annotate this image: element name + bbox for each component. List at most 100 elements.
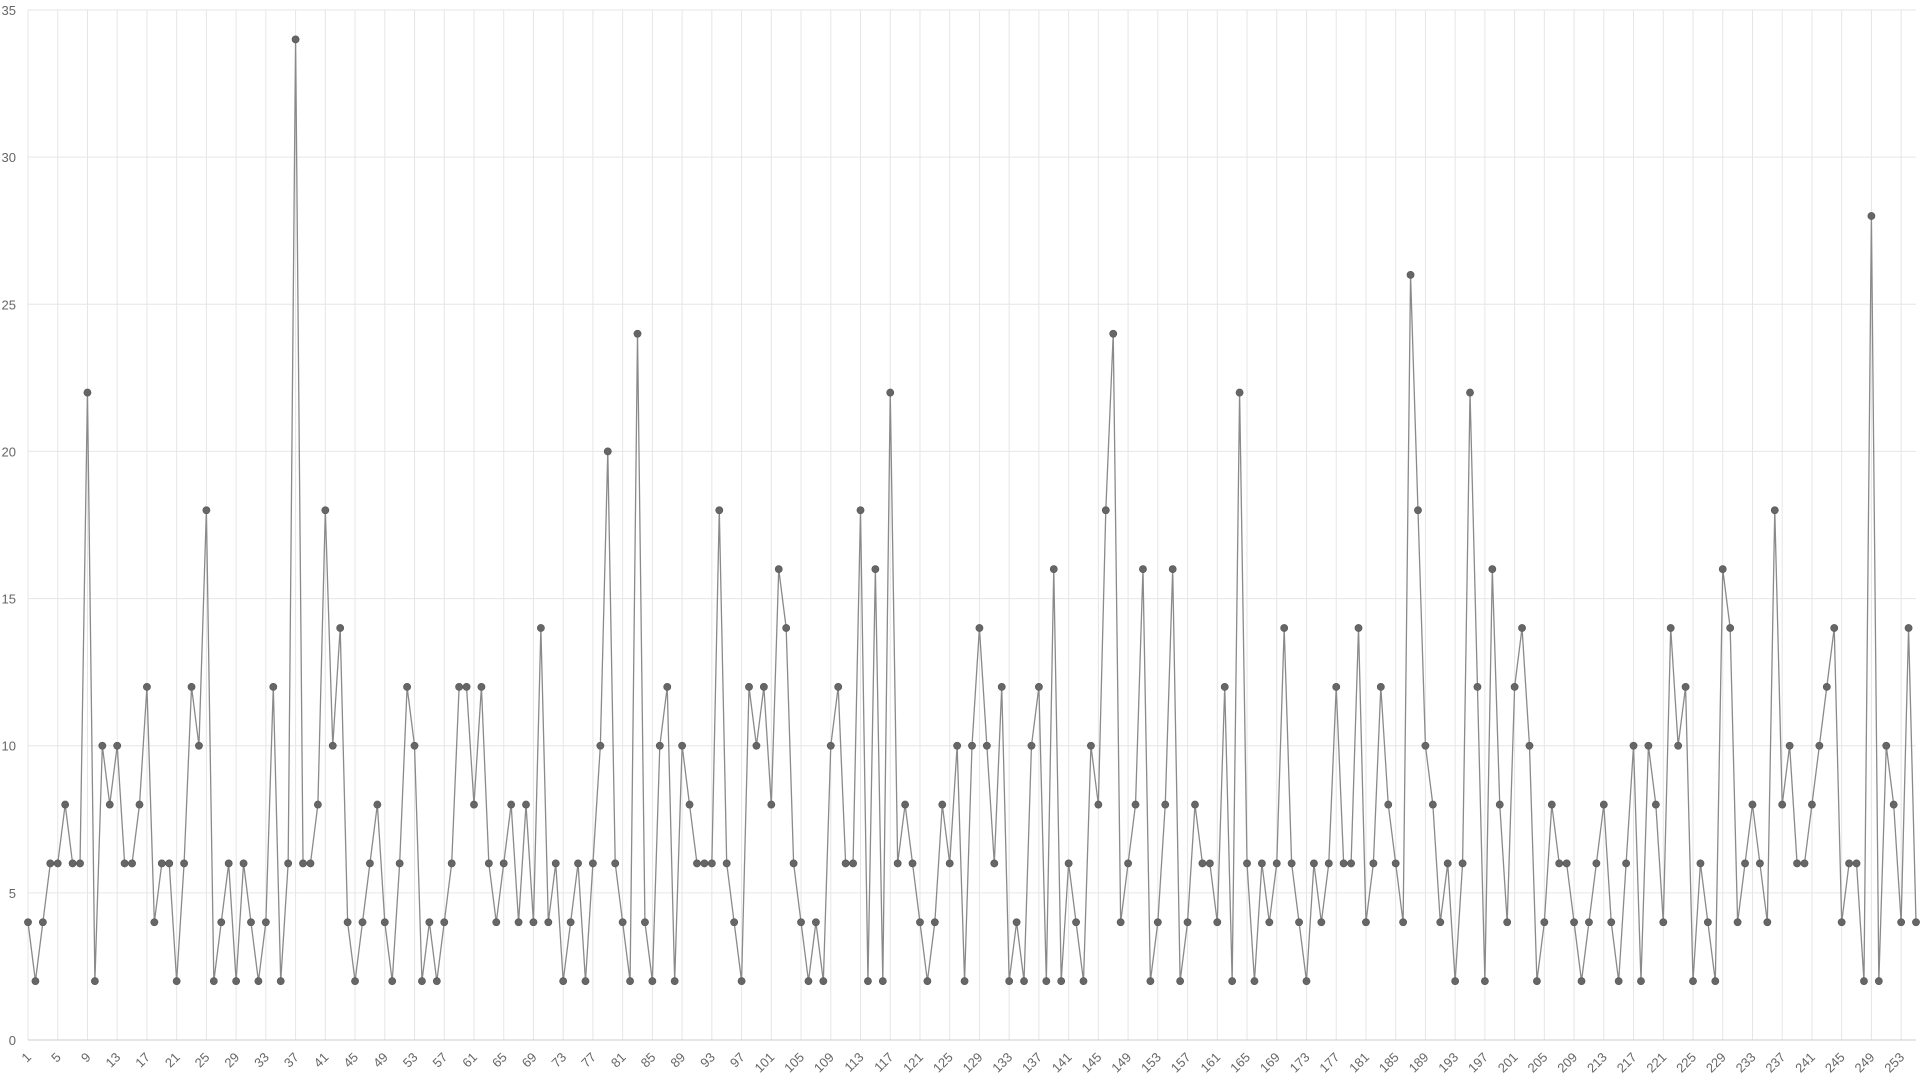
data-point[interactable] bbox=[276, 977, 285, 986]
data-point[interactable] bbox=[1785, 741, 1794, 750]
data-point[interactable] bbox=[373, 800, 382, 809]
data-point[interactable] bbox=[1540, 918, 1549, 927]
data-point[interactable] bbox=[1800, 859, 1809, 868]
data-point[interactable] bbox=[1280, 624, 1289, 632]
data-point[interactable] bbox=[819, 977, 828, 986]
data-point[interactable] bbox=[982, 741, 991, 750]
data-point[interactable] bbox=[856, 506, 865, 515]
data-point[interactable] bbox=[1347, 859, 1355, 868]
data-point[interactable] bbox=[1562, 859, 1571, 868]
data-point[interactable] bbox=[1607, 918, 1616, 927]
data-point[interactable] bbox=[440, 918, 449, 927]
data-point[interactable] bbox=[1421, 741, 1430, 750]
data-point[interactable] bbox=[559, 977, 568, 986]
data-point[interactable] bbox=[507, 800, 516, 809]
data-point[interactable] bbox=[1116, 918, 1125, 927]
data-point[interactable] bbox=[358, 918, 367, 927]
data-point[interactable] bbox=[574, 859, 582, 868]
data-point[interactable] bbox=[1756, 859, 1764, 868]
data-point[interactable] bbox=[1295, 918, 1303, 927]
data-point[interactable] bbox=[886, 388, 895, 397]
data-point[interactable] bbox=[1912, 918, 1920, 927]
data-point[interactable] bbox=[1235, 388, 1244, 397]
data-point[interactable] bbox=[31, 977, 40, 986]
data-point[interactable] bbox=[98, 741, 107, 750]
data-point[interactable] bbox=[1079, 977, 1088, 986]
data-point[interactable] bbox=[217, 918, 226, 927]
data-point[interactable] bbox=[1391, 859, 1400, 868]
data-point[interactable] bbox=[1257, 859, 1266, 868]
data-point[interactable] bbox=[1525, 741, 1534, 750]
data-point[interactable] bbox=[1339, 859, 1348, 868]
data-point[interactable] bbox=[425, 918, 434, 927]
data-point[interactable] bbox=[313, 800, 322, 809]
data-point[interactable] bbox=[1748, 800, 1757, 809]
data-point[interactable] bbox=[1310, 859, 1318, 868]
data-point[interactable] bbox=[1703, 918, 1712, 927]
data-point[interactable] bbox=[68, 859, 77, 868]
data-point[interactable] bbox=[1622, 859, 1631, 868]
data-point[interactable] bbox=[1168, 565, 1177, 574]
data-point[interactable] bbox=[53, 859, 62, 868]
data-point[interactable] bbox=[1510, 682, 1519, 691]
data-point[interactable] bbox=[343, 918, 352, 927]
data-point[interactable] bbox=[522, 800, 530, 809]
data-point[interactable] bbox=[878, 977, 887, 986]
data-point[interactable] bbox=[1889, 800, 1898, 809]
data-point[interactable] bbox=[1629, 741, 1638, 750]
data-point[interactable] bbox=[1027, 741, 1036, 750]
data-point[interactable] bbox=[916, 918, 924, 927]
data-point[interactable] bbox=[1057, 977, 1066, 986]
data-point[interactable] bbox=[83, 388, 92, 397]
data-point[interactable] bbox=[1042, 977, 1051, 986]
data-point[interactable] bbox=[1778, 800, 1787, 809]
data-point[interactable] bbox=[1034, 682, 1043, 691]
data-point[interactable] bbox=[470, 800, 478, 809]
data-point[interactable] bbox=[499, 859, 508, 868]
data-point[interactable] bbox=[135, 800, 144, 809]
data-point[interactable] bbox=[1614, 977, 1623, 986]
data-point[interactable] bbox=[492, 918, 501, 927]
data-point[interactable] bbox=[1837, 918, 1846, 927]
data-point[interactable] bbox=[328, 741, 337, 750]
data-point[interactable] bbox=[1198, 859, 1207, 868]
data-point[interactable] bbox=[1867, 212, 1876, 220]
data-point[interactable] bbox=[1354, 624, 1363, 632]
data-point[interactable] bbox=[841, 859, 850, 868]
data-point[interactable] bbox=[1592, 859, 1601, 868]
data-point[interactable] bbox=[209, 977, 218, 986]
data-point[interactable] bbox=[1726, 624, 1735, 632]
data-point[interactable] bbox=[1399, 918, 1408, 927]
data-point[interactable] bbox=[195, 741, 203, 750]
data-point[interactable] bbox=[968, 741, 976, 750]
data-point[interactable] bbox=[1733, 918, 1742, 927]
data-point[interactable] bbox=[157, 859, 166, 868]
data-point[interactable] bbox=[737, 977, 746, 986]
data-point[interactable] bbox=[1637, 977, 1645, 986]
data-point[interactable] bbox=[1020, 977, 1028, 986]
data-point[interactable] bbox=[678, 741, 687, 750]
data-point[interactable] bbox=[24, 918, 32, 927]
data-point[interactable] bbox=[1287, 859, 1296, 868]
data-point[interactable] bbox=[589, 859, 597, 868]
data-point[interactable] bbox=[113, 741, 122, 750]
data-point[interactable] bbox=[1555, 859, 1564, 868]
data-point[interactable] bbox=[551, 859, 560, 868]
data-point[interactable] bbox=[1904, 624, 1913, 632]
data-point[interactable] bbox=[536, 624, 545, 632]
data-point[interactable] bbox=[105, 800, 114, 809]
data-point[interactable] bbox=[1094, 800, 1103, 809]
data-point[interactable] bbox=[641, 918, 649, 927]
data-point[interactable] bbox=[1882, 741, 1891, 750]
data-point[interactable] bbox=[1191, 800, 1199, 809]
data-point[interactable] bbox=[566, 918, 575, 927]
data-point[interactable] bbox=[432, 977, 441, 986]
data-point[interactable] bbox=[239, 859, 248, 868]
data-point[interactable] bbox=[618, 918, 627, 927]
data-point[interactable] bbox=[745, 682, 753, 691]
data-point[interactable] bbox=[484, 859, 493, 868]
data-point[interactable] bbox=[1362, 918, 1370, 927]
data-point[interactable] bbox=[1458, 859, 1467, 868]
data-point[interactable] bbox=[1406, 270, 1415, 279]
data-point[interactable] bbox=[1874, 977, 1883, 986]
